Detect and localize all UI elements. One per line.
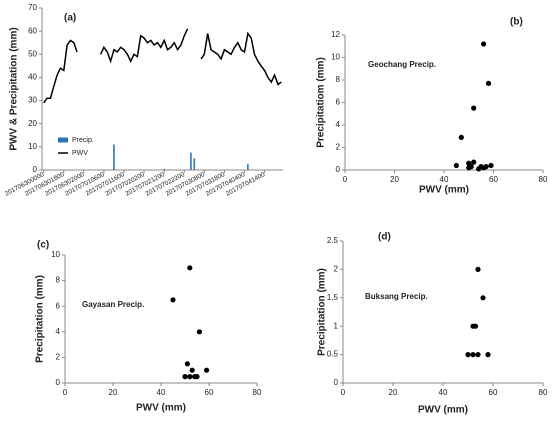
point	[182, 374, 188, 380]
y-tick-label: 60	[28, 26, 37, 35]
point	[465, 352, 471, 358]
y-tick-label: 10	[51, 250, 60, 259]
x-tick-label: 80	[539, 175, 548, 184]
x-tick-label: 40	[440, 175, 449, 184]
y-tick-label: 4	[336, 120, 341, 129]
y-axis-title: Precipitation (mm)	[35, 275, 46, 363]
y-tick-label: 2.5	[327, 236, 339, 245]
y-tick-label: 40	[28, 73, 37, 82]
y-tick-label: 8	[56, 276, 61, 285]
point	[472, 323, 479, 329]
point	[170, 297, 176, 303]
y-tick-label: 0	[336, 165, 341, 174]
point	[194, 374, 200, 380]
y-tick-label: 2	[336, 143, 341, 152]
annotation: Geochang Precip.	[368, 60, 436, 69]
y-tick-label: 10	[331, 53, 340, 62]
point	[189, 367, 195, 373]
x-tick-label: 40	[439, 388, 448, 397]
bar	[247, 164, 249, 170]
y-tick-label: 10	[28, 142, 37, 151]
x-tick-label: 60	[489, 175, 498, 184]
y-tick-label: 0	[33, 165, 38, 174]
x-tick-label: 20	[109, 388, 118, 397]
y-tick-label: 20	[28, 119, 37, 128]
x-axis-title: PWV (mm)	[419, 185, 469, 196]
point	[471, 159, 477, 165]
x-axis-title: PWV (mm)	[136, 403, 186, 414]
point	[476, 166, 482, 172]
point	[475, 266, 481, 272]
legend-label: PWV	[72, 150, 88, 157]
y-tick-label: 6	[336, 98, 341, 107]
point	[485, 80, 492, 86]
y-axis-title: PWV & Precipitation (mm)	[9, 27, 20, 150]
y-tick-label: 0	[334, 378, 339, 387]
x-tick-label: 0	[343, 175, 348, 184]
point	[471, 105, 477, 111]
line	[43, 28, 282, 104]
y-tick-label: 6	[56, 301, 61, 310]
point	[483, 164, 489, 170]
y-tick-label: 12	[331, 30, 340, 39]
y-axis-title: Precipitatiom (mm)	[316, 57, 327, 148]
y-tick-label: 70	[28, 3, 37, 12]
x-tick-label: 0	[63, 388, 68, 397]
y-tick-label: 0.5	[327, 350, 339, 359]
y-tick-label: 4	[56, 327, 61, 336]
y-tick-label: 8	[336, 75, 341, 84]
point	[481, 41, 487, 47]
panel-label: (d)	[378, 232, 391, 243]
x-tick-label: 40	[157, 388, 166, 397]
point	[204, 367, 210, 373]
y-tick-label: 50	[28, 49, 37, 58]
annotation: Gayasan Precip.	[82, 300, 144, 309]
panel-label: (a)	[64, 13, 76, 24]
y-tick-label: 1	[334, 321, 339, 330]
x-tick-label: 0	[341, 388, 346, 397]
y-tick-label: 30	[28, 96, 37, 105]
x-tick-label: 80	[253, 388, 262, 397]
x-tick-label: 80	[539, 388, 548, 397]
panel-label: (b)	[510, 17, 523, 28]
point	[488, 162, 494, 169]
point	[196, 329, 202, 335]
y-tick-label: 0	[56, 378, 61, 387]
panel-label: (c)	[37, 240, 49, 251]
point	[187, 374, 193, 380]
y-axis-title: Precipitation (mm)	[317, 268, 328, 356]
x-tick-label: 20	[389, 388, 398, 397]
point	[470, 352, 476, 358]
annotation: Buksang Precip.	[365, 292, 428, 301]
x-axis-title: PWV (mm)	[418, 405, 468, 416]
point	[475, 352, 481, 358]
y-tick-label: 2	[56, 353, 61, 362]
x-tick-label: 20	[390, 175, 399, 184]
y-tick-label: 2	[334, 265, 339, 274]
y-tick-label: 1.5	[327, 293, 339, 302]
bar	[193, 158, 196, 170]
legend-label: Precip.	[72, 137, 94, 144]
bar	[163, 168, 165, 170]
point	[458, 134, 464, 140]
point	[485, 352, 491, 358]
bar	[113, 144, 115, 170]
bar	[190, 152, 192, 170]
point	[453, 162, 459, 169]
legend-swatch	[58, 137, 68, 143]
point	[480, 295, 486, 301]
x-tick-label: 60	[205, 388, 214, 397]
x-tick-label: 60	[489, 388, 498, 397]
point	[187, 265, 193, 271]
point	[468, 164, 474, 170]
point	[184, 361, 190, 367]
